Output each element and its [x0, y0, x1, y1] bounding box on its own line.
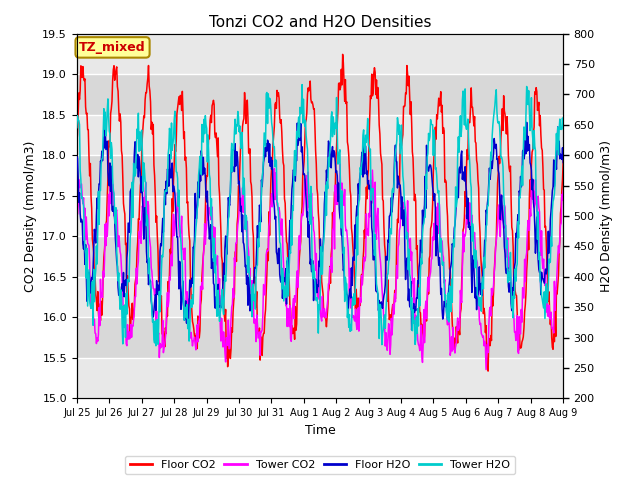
Bar	[77, 236, 563, 277]
Y-axis label: H2O Density (mmol/m3): H2O Density (mmol/m3)	[600, 140, 613, 292]
X-axis label: Time: Time	[305, 424, 335, 437]
Title: Tonzi CO2 and H2O Densities: Tonzi CO2 and H2O Densities	[209, 15, 431, 30]
Legend: Floor CO2, Tower CO2, Floor H2O, Tower H2O: Floor CO2, Tower CO2, Floor H2O, Tower H…	[125, 456, 515, 474]
Bar	[77, 115, 563, 155]
Bar	[77, 74, 563, 115]
Text: TZ_mixed: TZ_mixed	[79, 41, 146, 54]
Bar	[77, 317, 563, 358]
Bar	[77, 34, 563, 74]
Bar	[77, 358, 563, 398]
Bar	[77, 277, 563, 317]
Bar	[77, 196, 563, 236]
Bar	[77, 155, 563, 196]
Y-axis label: CO2 Density (mmol/m3): CO2 Density (mmol/m3)	[24, 140, 36, 292]
